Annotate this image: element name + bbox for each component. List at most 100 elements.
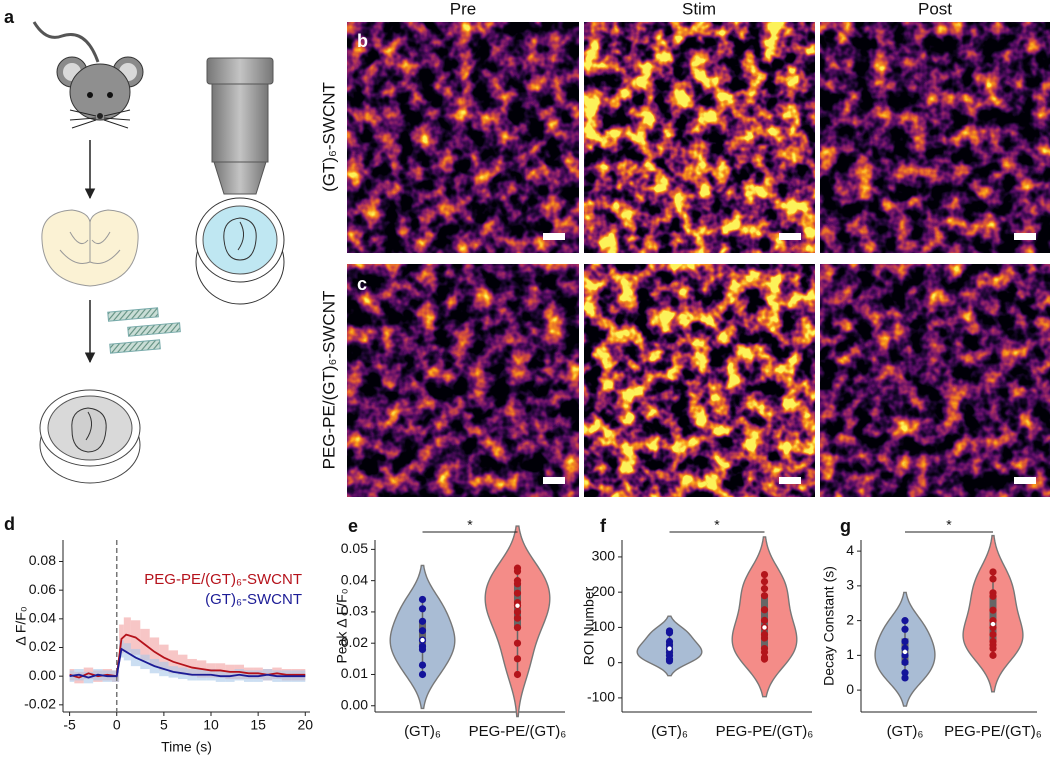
y-tick-label: 0.06 [29, 581, 56, 597]
x-tick-label: 5 [160, 717, 168, 733]
y-tick-label: 0.00 [341, 696, 368, 712]
data-point [513, 623, 522, 632]
data-point [901, 637, 909, 646]
data-point [513, 580, 522, 588]
x-tick-label: PEG-PE/(GT)₆ [716, 723, 814, 740]
data-point [665, 629, 674, 637]
schematic [32, 21, 285, 484]
data-point [513, 589, 522, 597]
micrograph [584, 22, 815, 253]
y-axis-label: Decay Constant (s) [821, 566, 837, 686]
y-tick-label: 0.00 [29, 667, 56, 683]
series-line [69, 647, 306, 679]
data-point [760, 592, 769, 600]
scale-bar [779, 233, 801, 240]
data-point [989, 592, 997, 600]
scale-bar [1014, 233, 1036, 240]
data-point [760, 570, 769, 579]
y-tick-label: -100 [587, 689, 615, 705]
row-label: (GT)₆-SWCNT [319, 82, 338, 192]
y-tick-label: 0.02 [29, 638, 56, 654]
data-point [513, 655, 522, 663]
y-tick-label: 1 [846, 646, 854, 662]
y-axis-label: Peak Δ F/F₀ [334, 588, 350, 663]
panel-label: c [357, 274, 367, 294]
y-tick-label: 0.04 [29, 610, 56, 626]
column-header: Stim [682, 0, 716, 18]
x-tick-label: PEG-PE/(GT)₆ [944, 723, 1042, 740]
data-point [418, 670, 427, 679]
y-tick-label: 2 [846, 611, 854, 627]
y-tick-label: 200 [592, 583, 616, 599]
median [515, 603, 520, 608]
data-point [989, 630, 997, 639]
data-point [760, 648, 769, 656]
legend-label: (GT)₆-SWCNT [205, 591, 302, 608]
data-point [418, 627, 427, 635]
y-tick-label: 0.08 [29, 552, 56, 568]
data-point [513, 608, 522, 616]
box [419, 621, 426, 650]
data-point [901, 625, 909, 633]
data-point [901, 644, 909, 653]
significance-label: * [467, 517, 473, 533]
median [902, 649, 908, 655]
panel-label: e [348, 516, 358, 536]
data-point [989, 644, 997, 653]
scale-bar [779, 477, 801, 484]
data-point [901, 669, 909, 677]
y-tick-label: 4 [846, 542, 854, 558]
y-tick-label: 0 [846, 681, 854, 697]
scale-bar [1014, 477, 1036, 484]
column-header: Pre [450, 0, 476, 18]
data-point [989, 623, 997, 632]
legend-label: PEG-PE/(GT)₆-SWCNT [144, 571, 302, 588]
median [667, 646, 672, 651]
panel-label: b [357, 31, 368, 51]
x-tick-label: -5 [63, 717, 76, 733]
series-line [69, 633, 306, 679]
data-point [901, 651, 909, 659]
scale-bar [543, 233, 565, 240]
panel-label: a [4, 7, 15, 27]
scale-bar [543, 477, 565, 484]
y-tick-label: 0.03 [341, 603, 368, 619]
data-point [760, 577, 769, 586]
data-point [513, 567, 522, 575]
data-point [760, 606, 769, 614]
median [420, 637, 425, 643]
data-point [989, 575, 997, 583]
data-point [760, 585, 769, 593]
row-label: PEG-PE/(GT)₆-SWCNT [319, 291, 338, 470]
data-point [418, 617, 427, 625]
x-tick-label: (GT)₆ [651, 723, 688, 740]
y-tick-label: 300 [592, 548, 616, 564]
data-point [989, 568, 997, 576]
micrograph [347, 264, 579, 497]
significance-label: * [714, 517, 720, 533]
x-tick-label: 10 [203, 717, 219, 733]
data-point [901, 617, 909, 625]
data-point [513, 614, 522, 622]
data-point [665, 657, 674, 665]
data-point [989, 617, 997, 625]
data-point [989, 606, 997, 614]
y-tick-label: 0.02 [341, 634, 368, 650]
micrograph [820, 264, 1050, 497]
x-axis-label: Time (s) [161, 739, 212, 755]
median [762, 625, 767, 630]
data-point [418, 595, 427, 604]
micrograph [820, 22, 1050, 253]
data-point [418, 661, 427, 669]
x-tick-label: 0 [113, 717, 121, 733]
significance-label: * [946, 517, 952, 533]
y-tick-label: 0.05 [341, 540, 368, 556]
image-grid [347, 22, 1050, 497]
y-axis-label: ROI Number [581, 586, 597, 665]
data-point [989, 651, 997, 659]
data-point [418, 605, 427, 613]
data-point [513, 670, 522, 679]
y-tick-label: 3 [846, 577, 854, 593]
data-point [760, 653, 769, 661]
